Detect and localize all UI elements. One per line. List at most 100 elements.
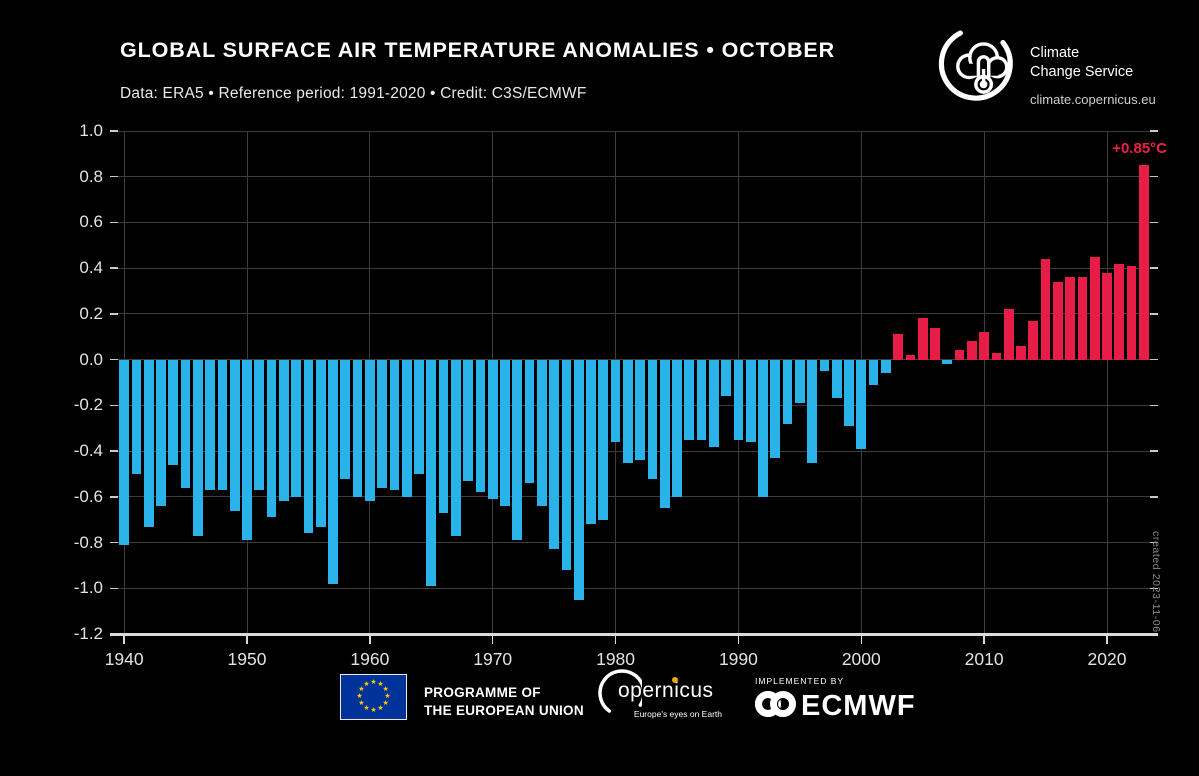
y-axis-label: -0.6 [73,486,103,506]
y-axis-label: 1.0 [79,121,103,140]
y-axis-tick [110,267,118,269]
h-gridline [118,176,1150,178]
svg-text:★: ★ [370,678,376,686]
chart-subtitle: Data: ERA5 • Reference period: 1991-2020… [120,85,587,102]
ecmwf-logo: IMPLEMENTED BY ECMWF [755,676,916,724]
h-gridline [118,359,1150,361]
anomaly-bar [819,359,830,372]
anomaly-bar [217,359,228,490]
svg-text:★: ★ [382,685,388,693]
plot-area: 1.0 0.8 0.6 0.4 0.2 0.0 -0.2 -0.4 -0.6 -0.8 -1.0 -1… [74,121,1158,669]
anomaly-bar [1089,256,1100,360]
y-axis-label: -1.2 [73,624,103,643]
anomaly-bar [500,359,510,506]
anomaly-bar [696,359,707,440]
anomaly-bar [438,359,449,513]
anomaly-bar [328,359,338,584]
x-axis-label: 2000 [841,649,881,669]
h-gridline [118,542,1150,544]
y-axis-label: -1.0 [73,578,103,598]
svg-text:★: ★ [363,680,369,688]
ecmwf-wordmark: ECMWF [801,690,916,722]
y-axis-tick-right [1150,404,1158,407]
x-axis-label: 1980 [596,649,636,669]
anomaly-bar [475,359,486,493]
anomaly-bar [426,359,437,586]
created-date-watermark: created 2023-11-06 [1150,531,1162,633]
y-axis-tick-right [1150,313,1158,315]
x-axis-label: 1990 [718,649,758,669]
anomaly-bar [193,359,203,536]
anomaly-bar [1102,272,1112,360]
y-axis-tick-right [1150,175,1158,178]
x-axis-tick [491,636,494,644]
anomaly-bar [156,359,166,506]
h-gridline [118,496,1150,498]
anomaly-bar [942,359,953,365]
anomaly-bar [623,359,633,463]
anomaly-bar [524,359,535,484]
anomaly-bar [991,352,1002,360]
anomaly-bar [954,350,965,360]
x-axis-label: 1950 [227,649,267,669]
h-gridline [118,587,1150,589]
anomaly-bar [1028,320,1039,360]
y-axis-label: -0.4 [73,441,103,461]
y-axis-label: 0.8 [79,166,103,186]
y-axis-tick-right [1150,496,1158,498]
anomaly-bar [414,359,424,474]
anomaly-bar [451,359,461,536]
x-axis-tick [369,636,371,644]
anomaly-bar [586,359,596,525]
y-axis-label: 0.4 [79,258,103,278]
anomaly-bar [967,341,977,360]
y-axis-tick [110,404,118,407]
anomaly-bar [672,359,682,497]
y-axis-tick-right [1150,541,1158,544]
svg-text:★: ★ [377,704,383,712]
anomaly-bar [119,359,129,545]
x-axis-tick [860,636,863,644]
y-axis-tick-right [1150,587,1158,590]
y-axis-tick-right [1150,450,1158,452]
y-axis-tick [110,175,118,178]
anomaly-bar [647,359,658,479]
anomaly-bar [131,359,142,474]
anomaly-bar [844,359,854,426]
anomaly-bar [1053,281,1063,360]
eu-flag-icon: ★ ★ ★ ★ ★ ★ ★ ★ ★ ★ ★ ★ [340,674,407,725]
svg-text:★: ★ [370,706,376,714]
anomaly-bar [868,359,879,385]
copernicus-tagline: Europe's eyes on Earth [633,709,722,719]
copernicus-logo: opernicus Europe's eyes on Earth [596,666,736,732]
anomaly-bar [905,355,916,360]
h-gridline [118,221,1150,223]
eu-programme-text: PROGRAMME OF THE EUROPEAN UNION [424,685,584,718]
anomaly-bar [610,359,621,442]
anomaly-bar [512,359,523,541]
anomaly-bar [315,359,326,527]
anomaly-bar [205,359,215,490]
y-axis-tick [110,450,118,452]
y-axis-tick [110,221,118,224]
anomaly-bar [1126,265,1137,360]
y-axis-tick [110,358,118,361]
y-axis-tick [110,496,118,498]
anomaly-bar [291,359,301,497]
anomaly-bar [893,334,903,360]
implemented-by-label: IMPLEMENTED BY [755,676,845,686]
svg-text:★: ★ [384,692,390,700]
anomaly-bar [401,359,412,497]
anomaly-bar [254,359,265,490]
h-gridline [118,450,1150,452]
h-gridline [118,313,1150,315]
anomaly-bar [266,359,277,518]
svg-text:★: ★ [363,704,369,712]
anomaly-bar [979,332,989,360]
x-axis-tick [614,636,617,644]
y-axis-tick [110,313,118,315]
c3s-logo: Climate Change Service climate.copernicu… [938,16,1188,116]
anomaly-bar [180,359,191,488]
y-axis-tick [110,541,118,544]
